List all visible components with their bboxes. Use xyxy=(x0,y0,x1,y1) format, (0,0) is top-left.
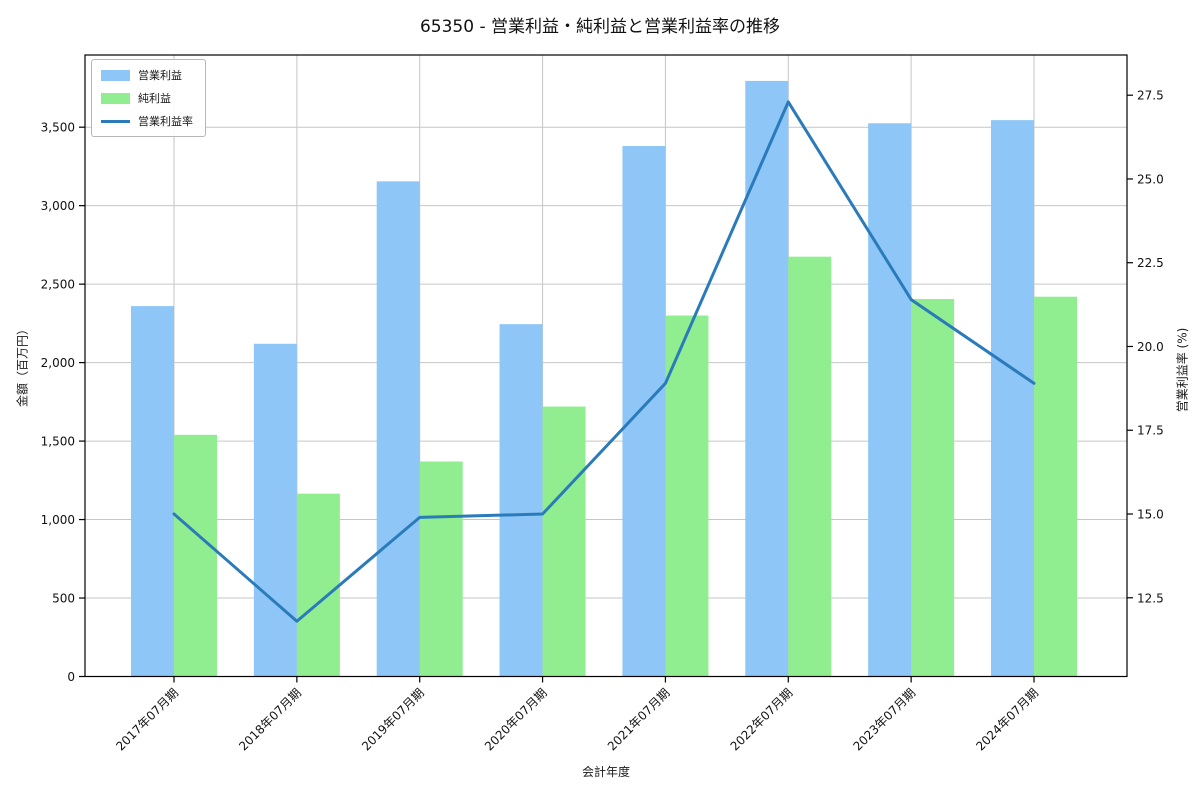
legend-label-operating-margin: 営業利益率 xyxy=(138,115,193,128)
bar-net-profit-8 xyxy=(1033,296,1077,677)
line-operating-margin xyxy=(172,100,1036,623)
bar-net-profit-2 xyxy=(296,493,340,677)
y-axis-label-left: 金額（百万円） xyxy=(15,322,30,408)
legend-swatch-operating-margin xyxy=(101,116,130,127)
left-tick-label: 1,000 xyxy=(41,513,75,527)
legend-item-net-profit: 純利益 xyxy=(101,90,193,106)
left-tick-label: 1,500 xyxy=(41,435,75,449)
bar-net-profit-6 xyxy=(788,256,832,677)
x-tick-label: 2023年07月期 xyxy=(851,686,919,754)
x-tick-label: 2022年07月期 xyxy=(728,686,796,754)
right-tick-label: 25.0 xyxy=(1137,172,1164,186)
legend-swatch-operating-profit xyxy=(101,69,130,81)
left-tick-label: 0 xyxy=(67,670,75,684)
right-tick-label: 17.5 xyxy=(1137,424,1164,438)
x-tick-label: 2020年07月期 xyxy=(482,686,550,754)
legend-item-operating-margin: 営業利益率 xyxy=(101,113,193,129)
bar-net-profit-1 xyxy=(174,434,217,677)
legend-item-operating-profit: 営業利益 xyxy=(101,67,193,83)
right-tick-label: 20.0 xyxy=(1137,340,1164,354)
y-axis-label-right: 営業利益率 (%) xyxy=(1175,327,1190,413)
bar-operating-profit-4 xyxy=(499,324,543,677)
bar-operating-profit-7 xyxy=(868,123,912,677)
x-axis-label: 会計年度 xyxy=(581,765,630,779)
bar-operating-profit-3 xyxy=(376,181,420,677)
x-tick-label: 2021年07月期 xyxy=(605,686,673,754)
bar-operating-profit-5 xyxy=(622,146,666,677)
bar-net-profit-3 xyxy=(419,461,463,677)
bar-operating-profit-8 xyxy=(990,120,1034,677)
right-tick-label: 12.5 xyxy=(1137,591,1164,605)
x-tick-label: 2017年07月期 xyxy=(113,686,181,754)
bar-net-profit-5 xyxy=(665,315,709,677)
left-tick-label: 500 xyxy=(52,592,75,606)
bar-net-profit-4 xyxy=(542,406,586,677)
bar-operating-profit-2 xyxy=(253,343,297,677)
left-tick-label: 2,500 xyxy=(41,278,75,292)
x-tick-label: 2018年07月期 xyxy=(236,686,304,754)
bar-operating-profit-6 xyxy=(745,80,789,677)
bar-net-profit-7 xyxy=(911,299,955,677)
plot-border xyxy=(84,54,1128,678)
x-tick-label: 2019年07月期 xyxy=(359,686,427,754)
right-tick-label: 22.5 xyxy=(1137,256,1164,270)
x-tick-label: 2024年07月期 xyxy=(973,686,1041,754)
right-tick-label: 15.0 xyxy=(1137,508,1164,522)
left-tick-label: 3,000 xyxy=(41,199,75,213)
legend-label-operating-profit: 営業利益 xyxy=(138,69,182,82)
left-tick-label: 2,000 xyxy=(41,356,75,370)
legend-label-net-profit: 純利益 xyxy=(138,92,171,105)
legend-swatch-net-profit xyxy=(101,92,130,104)
legend: 営業利益 純利益 営業利益率 xyxy=(91,59,206,137)
right-tick-label: 27.5 xyxy=(1137,89,1164,103)
bar-operating-profit-1 xyxy=(131,306,174,677)
left-tick-label: 3,500 xyxy=(41,121,75,135)
chart-title: 65350 - 営業利益・純利益と営業利益率の推移 xyxy=(419,17,781,37)
